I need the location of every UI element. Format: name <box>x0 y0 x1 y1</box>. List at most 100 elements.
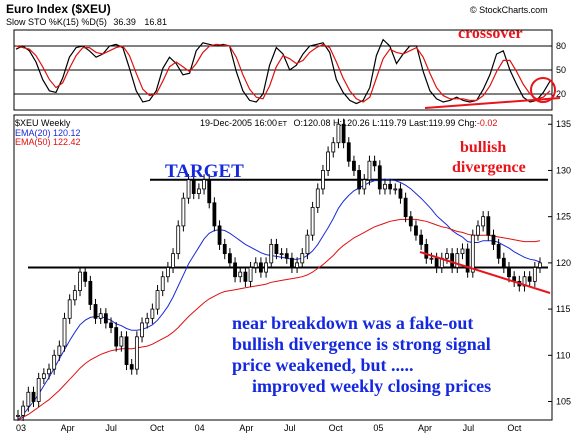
price-candle-body <box>346 142 351 162</box>
brand-label: © StockCharts.com <box>470 5 548 15</box>
price-candle-body <box>295 262 299 268</box>
x-axis: 03 Apr Jul Oct 04 Apr Jul Oct 05 Apr Jul Oct <box>16 423 522 433</box>
price-candle-body <box>248 267 253 282</box>
price-candle-body <box>305 234 310 255</box>
price-candle-body <box>217 225 222 245</box>
price-candle-body <box>16 414 20 417</box>
crossover-annotation: crossover <box>458 25 523 42</box>
x-tick-label: 05 <box>373 423 383 433</box>
price-candle-body <box>362 179 367 190</box>
sto-tick-label: 80 <box>556 41 566 51</box>
x-tick-label: Jul <box>463 423 475 433</box>
price-candle-body <box>496 243 501 259</box>
x-tick-label: Oct <box>150 423 165 433</box>
price-candle-body <box>202 179 206 190</box>
price-candle-body <box>103 313 108 324</box>
price-candle-body <box>21 405 26 416</box>
price-candle-body <box>300 253 305 264</box>
sto-k-value: 36.39 <box>113 17 136 27</box>
price-candle-body <box>228 253 232 264</box>
sto-tick-label: 50 <box>556 65 566 75</box>
price-candle-body <box>98 313 103 319</box>
price-candle-body <box>398 188 403 199</box>
price-candle-body <box>233 262 237 278</box>
price-candle-body <box>501 257 506 268</box>
price-candle-body <box>155 290 160 310</box>
price-tick-label: 110 <box>556 350 570 360</box>
price-candle-body <box>460 248 465 255</box>
price-candle-body <box>114 327 119 347</box>
price-candle-body <box>150 308 155 319</box>
price-candle-body <box>62 317 67 347</box>
price-candle-body <box>186 179 191 199</box>
price-candle-body <box>222 243 227 255</box>
price-panel <box>13 114 553 421</box>
price-candle-body <box>31 391 36 402</box>
price-candle-body <box>450 253 455 268</box>
x-tick-label: Jul <box>105 423 117 433</box>
price-candle-body <box>445 253 449 259</box>
price-candle-body <box>238 271 243 278</box>
price-candle-body <box>465 248 470 273</box>
note-line-1: near breakdown was a fake-out <box>232 313 473 333</box>
sto-divergence-line <box>424 97 561 109</box>
price-candle-body <box>491 234 496 245</box>
divergence-annotation: divergence <box>452 159 526 176</box>
sto-d-value: 16.81 <box>144 17 167 27</box>
price-candle-body <box>47 368 51 375</box>
sto-label: Slow STO %K(15) %D(5) 36.39 16.81 <box>6 17 167 27</box>
x-tick-label: Oct <box>329 423 344 433</box>
price-candle-body <box>331 142 336 153</box>
ema50-legend: EMA(50) 122.42 <box>15 137 81 147</box>
price-candle-body <box>367 160 372 181</box>
price-candle-body <box>264 262 268 273</box>
price-candle-body <box>377 165 382 190</box>
price-candle-body <box>393 188 398 191</box>
price-candle-body <box>507 267 511 278</box>
price-candle-body <box>88 280 93 305</box>
price-tick-label: 120 <box>556 258 571 268</box>
price-candle-body <box>408 216 413 227</box>
price-candle-body <box>470 234 475 273</box>
price-candle-body <box>119 336 124 347</box>
ema50-line <box>17 218 541 421</box>
price-candle-body <box>486 216 491 236</box>
price-candle-body <box>160 276 165 292</box>
price-candle-body <box>284 253 289 259</box>
price-candle-body <box>372 160 377 167</box>
price-candle-body <box>341 123 346 144</box>
x-tick-label: 04 <box>195 423 205 433</box>
price-candle-body <box>145 317 150 324</box>
price-candle-body <box>321 170 325 190</box>
price-candle-body <box>26 391 31 407</box>
price-candle-body <box>181 197 186 227</box>
price-symbol: $XEU Weekly <box>15 118 71 128</box>
price-tick-label: 105 <box>556 397 571 407</box>
price-candle-body <box>424 243 429 259</box>
price-candle-body <box>259 262 263 273</box>
price-candle-body <box>134 336 139 370</box>
price-divergence-line <box>419 251 551 294</box>
price-candle-body <box>414 225 418 236</box>
note-line-3: price weakened, but ..... <box>232 355 414 375</box>
price-candle-body <box>93 304 98 319</box>
price-candle-body <box>429 257 434 260</box>
x-tick-label: Apr <box>61 423 75 433</box>
price-candle-body <box>78 271 82 292</box>
x-tick-label: Apr <box>239 423 253 433</box>
note-line-2: bullish divergence is strong signal <box>232 334 491 354</box>
price-candle-body <box>212 202 217 227</box>
price-candle-body <box>388 183 393 190</box>
price-candle-body <box>269 243 274 264</box>
price-candle-body <box>357 170 362 190</box>
price-candle-body <box>279 253 284 256</box>
x-tick-label: Jul <box>284 423 296 433</box>
price-candle-body <box>41 373 46 379</box>
price-candle-body <box>455 253 460 268</box>
price-candle-body <box>352 160 356 171</box>
sto-tick-label: 20 <box>556 89 566 99</box>
price-candle-body <box>315 188 320 208</box>
price-candle-body <box>253 262 258 268</box>
x-tick-label: 03 <box>16 423 26 433</box>
